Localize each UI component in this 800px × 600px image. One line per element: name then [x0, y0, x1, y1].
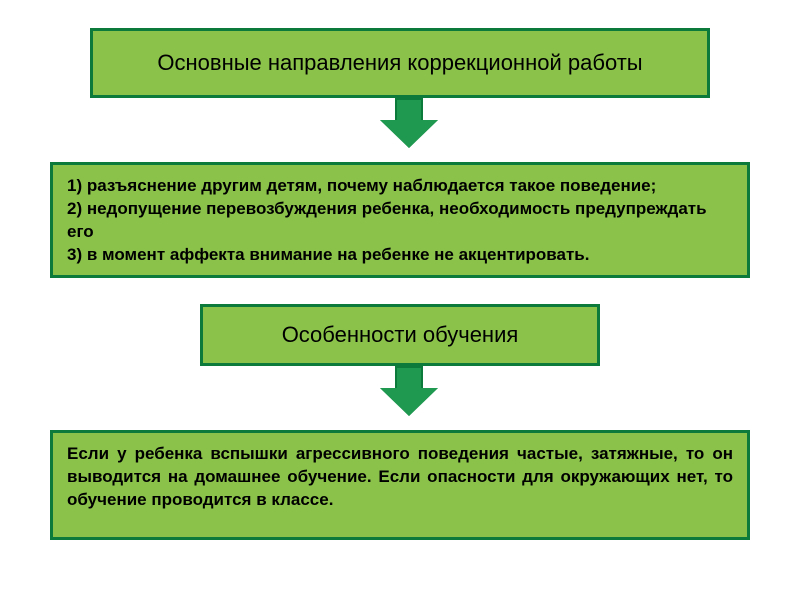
list-item-1: 1) разъяснение другим детям, почему набл…: [67, 175, 733, 198]
title-box-main-directions: Основные направления коррекционной работ…: [90, 28, 710, 98]
list-item-3: 3) в момент аффекта внимание на ребенке …: [67, 244, 733, 267]
arrow-stem: [395, 366, 423, 388]
arrow-down-2: [380, 366, 438, 416]
list-item-2: 2) недопущение перевозбуждения ребенка, …: [67, 198, 733, 244]
title-text-1: Основные направления коррекционной работ…: [157, 48, 642, 78]
content-box-education-note: Если у ребенка вспышки агрессивного пове…: [50, 430, 750, 540]
title-text-2: Особенности обучения: [282, 320, 519, 350]
arrow-stem: [395, 98, 423, 120]
arrow-head: [380, 120, 438, 148]
title-box-features: Особенности обучения: [200, 304, 600, 366]
arrow-head: [380, 388, 438, 416]
arrow-down-1: [380, 98, 438, 148]
content-text-2: Если у ребенка вспышки агрессивного пове…: [67, 444, 733, 509]
content-box-directions-list: 1) разъяснение другим детям, почему набл…: [50, 162, 750, 278]
